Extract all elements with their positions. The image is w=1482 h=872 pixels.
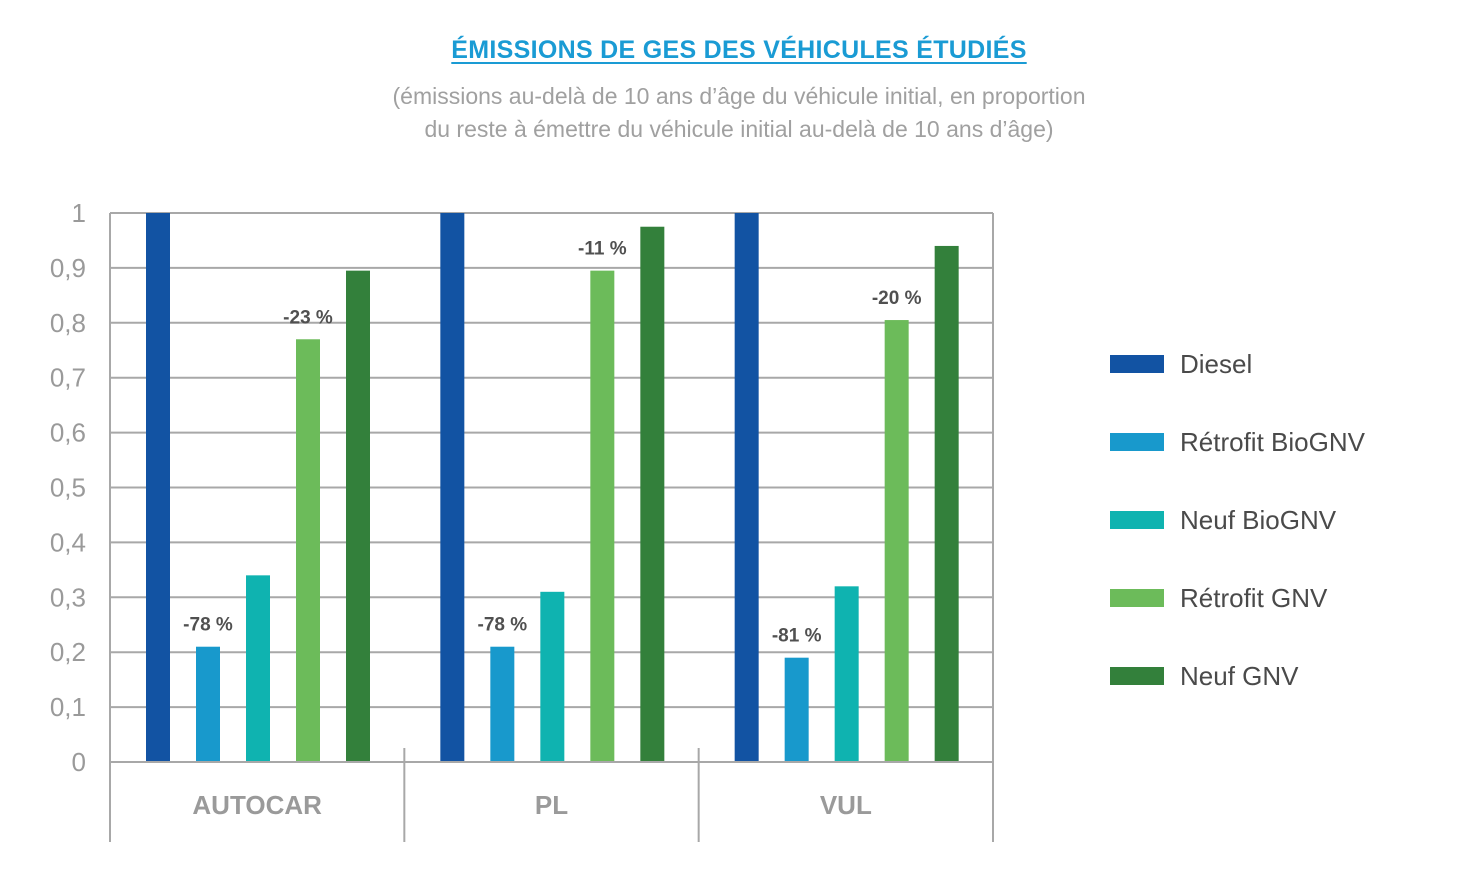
data-label: -78 % xyxy=(183,615,233,636)
legend-swatch-diesel xyxy=(1110,355,1164,373)
bar-pl-diesel xyxy=(440,213,465,762)
y-tick-label: 0,1 xyxy=(50,692,86,722)
x-axis-category-labels: AUTOCAR PL VUL xyxy=(192,790,872,820)
y-tick-label: 0 xyxy=(72,747,86,777)
legend-swatch-neuf-biognv xyxy=(1110,511,1164,529)
bar-vul-diesel xyxy=(734,213,759,762)
legend-item-retrofit-gnv: Rétrofit GNV xyxy=(1110,578,1327,618)
bars xyxy=(146,213,959,763)
data-label: -78 % xyxy=(478,615,528,636)
bar-vul-r-trofit-biognv xyxy=(784,657,809,762)
bar-vul-r-trofit-gnv xyxy=(884,320,909,762)
legend-label-neuf-biognv: Neuf BioGNV xyxy=(1180,504,1337,535)
data-label: -23 % xyxy=(283,307,333,328)
bar-autocar-diesel xyxy=(146,213,170,762)
legend-label-diesel: Diesel xyxy=(1180,348,1253,379)
chart-title: ÉMISSIONS DE GES DES VÉHICULES ÉTUDIÉS xyxy=(451,36,1027,64)
legend-swatch-retrofit-gnv xyxy=(1110,589,1164,607)
legend-label-neuf-gnv: Neuf GNV xyxy=(1180,660,1299,691)
y-tick-label: 0,3 xyxy=(50,582,86,612)
legend-item-diesel: Diesel xyxy=(1110,344,1252,384)
legend-swatch-retrofit-biognv xyxy=(1110,433,1164,451)
bar-vul-neuf-biognv xyxy=(834,586,859,762)
legend-label-retrofit-gnv: Rétrofit GNV xyxy=(1180,582,1328,613)
y-tick-label: 0,8 xyxy=(50,308,86,338)
bar-autocar-neuf-gnv xyxy=(346,270,370,762)
bar-pl-neuf-biognv xyxy=(540,591,565,762)
category-label: AUTOCAR xyxy=(192,790,322,820)
legend-item-neuf-gnv: Neuf GNV xyxy=(1110,656,1299,696)
data-label: -20 % xyxy=(872,288,922,309)
legend-swatch-neuf-gnv xyxy=(1110,667,1164,685)
bar-pl-neuf-gnv xyxy=(640,226,665,763)
chart-subtitle: (émissions au-delà de 10 ans d’âge du vé… xyxy=(0,80,1478,146)
legend-item-neuf-biognv: Neuf BioGNV xyxy=(1110,500,1336,540)
data-label: -81 % xyxy=(772,626,822,647)
y-tick-label: 1 xyxy=(72,198,86,228)
bar-autocar-r-trofit-gnv xyxy=(296,339,320,762)
bar-vul-neuf-gnv xyxy=(934,245,959,762)
y-tick-label: 0,4 xyxy=(50,527,86,557)
subtitle-line-2: du reste à émettre du véhicule initial a… xyxy=(424,116,1054,142)
y-tick-label: 0,5 xyxy=(50,473,86,503)
data-labels: -78 % -23 % -78 % -11 % -81 % -20 % xyxy=(183,239,921,647)
y-tick-label: 0,6 xyxy=(50,418,86,448)
legend-label-retrofit-biognv: Rétrofit BioGNV xyxy=(1180,426,1365,457)
category-label: PL xyxy=(535,790,568,820)
category-label: VUL xyxy=(820,790,872,820)
y-tick-label: 0,7 xyxy=(50,363,86,393)
bar-autocar-r-trofit-biognv xyxy=(196,646,220,762)
bar-autocar-neuf-biognv xyxy=(246,575,270,762)
y-axis-tick-labels: 0 0,1 0,2 0,3 0,4 0,5 0,6 0,7 0,8 0,9 1 xyxy=(50,198,86,777)
legend-item-retrofit-biognv: Rétrofit BioGNV xyxy=(1110,422,1365,462)
y-tick-label: 0,2 xyxy=(50,637,86,667)
data-label: -11 % xyxy=(578,239,627,260)
bar-pl-r-trofit-biognv xyxy=(490,646,515,762)
subtitle-line-1: (émissions au-delà de 10 ans d’âge du vé… xyxy=(392,83,1086,109)
bar-pl-r-trofit-gnv xyxy=(590,270,615,762)
y-tick-label: 0,9 xyxy=(50,253,86,283)
